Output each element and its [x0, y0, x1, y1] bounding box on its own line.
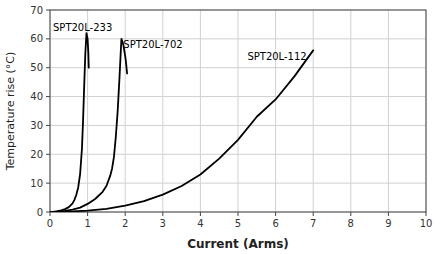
- tick-label: 0: [47, 218, 53, 229]
- curve-label: SPT20L-702: [123, 39, 182, 50]
- tick-mark: [350, 212, 351, 216]
- tick-mark: [46, 96, 50, 97]
- grid-line: [350, 10, 351, 212]
- tick-mark: [46, 125, 50, 126]
- tick-mark: [46, 38, 50, 39]
- grid-line: [50, 38, 426, 39]
- tick-mark: [46, 183, 50, 184]
- tick-mark: [46, 154, 50, 155]
- tick-label: 10: [30, 178, 43, 189]
- grid-line: [275, 10, 276, 212]
- tick-label: 50: [30, 62, 43, 73]
- tick-mark: [125, 212, 126, 216]
- lines: [50, 33, 313, 212]
- tick-mark: [238, 212, 239, 216]
- chart: 0 1 2 3 4 5 6 7 8 9 10 0 10 20 30 40 50 60 70 Current (Arms…: [0, 0, 440, 254]
- axes: 0 1 2 3 4 5 6 7 8 9 10 0 10 20 30 40 50 60 70: [30, 5, 432, 230]
- series-line: [50, 50, 313, 212]
- grid-line: [200, 10, 201, 212]
- tick-label: 9: [385, 218, 391, 229]
- tick-label: 20: [30, 149, 43, 160]
- tick-mark: [275, 212, 276, 216]
- series-line: [50, 33, 89, 212]
- tick-label: 0: [37, 207, 43, 218]
- tick-label: 4: [197, 218, 203, 229]
- tick-label: 1: [84, 218, 90, 229]
- tick-label: 30: [30, 120, 43, 131]
- y-axis-label: Temperature rise (°C): [4, 52, 17, 172]
- tick-mark: [426, 212, 427, 216]
- grid-line: [50, 125, 426, 126]
- tick-mark: [46, 212, 50, 213]
- grid-line: [50, 154, 426, 155]
- tick-label: 6: [272, 218, 278, 229]
- tick-label: 10: [420, 218, 433, 229]
- tick-label: 3: [160, 218, 166, 229]
- annotations: SPT20L-233 SPT20L-702 SPT20L-112: [53, 22, 307, 62]
- curve-label: SPT20L-112: [247, 51, 306, 62]
- grid-line: [50, 96, 426, 97]
- tick-mark: [388, 212, 389, 216]
- tick-mark: [46, 67, 50, 68]
- tick-label: 8: [348, 218, 354, 229]
- grid: [50, 10, 426, 212]
- curve-label: SPT20L-233: [53, 22, 112, 33]
- tick-label: 60: [30, 33, 43, 44]
- tick-mark: [162, 212, 163, 216]
- tick-label: 7: [310, 218, 316, 229]
- tick-label: 5: [235, 218, 241, 229]
- grid-line: [50, 67, 426, 68]
- tick-mark: [46, 10, 50, 11]
- tick-mark: [87, 212, 88, 216]
- series-line: [50, 39, 127, 212]
- tick-label: 70: [30, 5, 43, 16]
- grid-line: [388, 10, 389, 212]
- grid-line: [313, 10, 314, 212]
- tick-mark: [50, 212, 51, 216]
- x-axis-label: Current (Arms): [187, 237, 289, 251]
- tick-mark: [200, 212, 201, 216]
- tick-mark: [313, 212, 314, 216]
- tick-label: 40: [30, 91, 43, 102]
- grid-line: [238, 10, 239, 212]
- plot-frame: [50, 10, 426, 212]
- tick-label: 2: [122, 218, 128, 229]
